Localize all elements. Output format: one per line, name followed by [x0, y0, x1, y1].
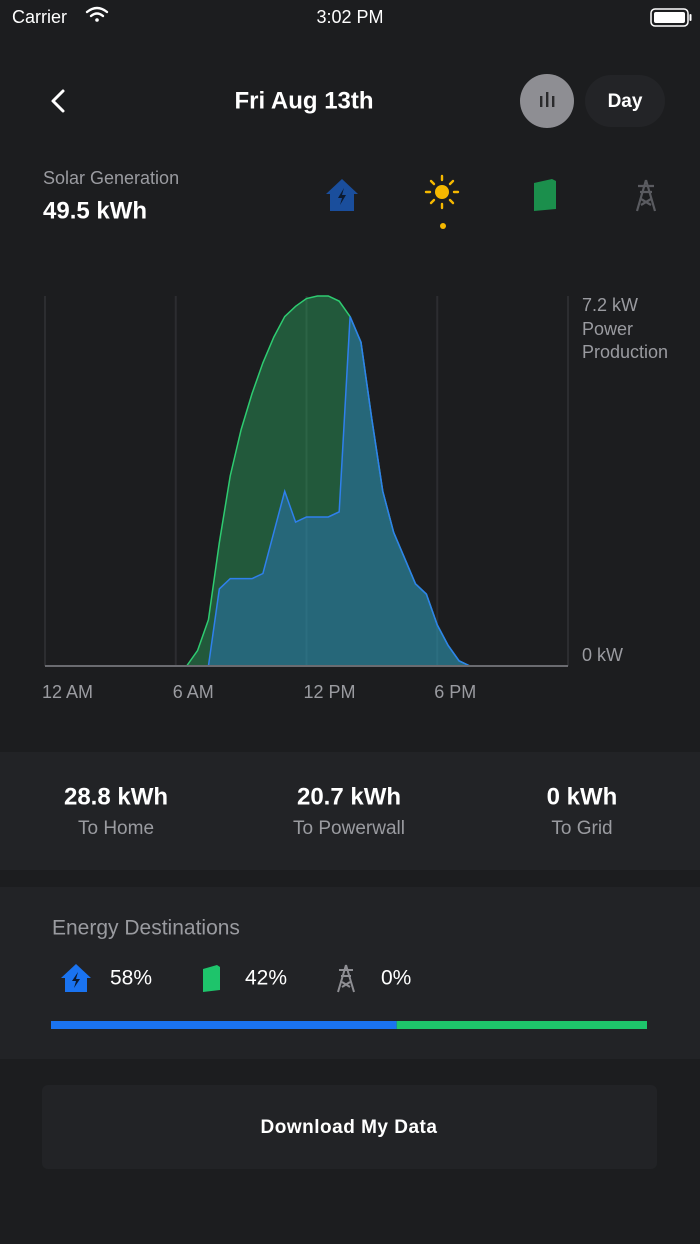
stats: 28.8 kWh To Home 20.7 kWh To Powerwall 0 kWh… — [64, 783, 617, 839]
destinations: 58% 42% 0% — [51, 967, 647, 1029]
destinations-panel — [0, 887, 700, 1059]
grid-icon — [337, 964, 355, 993]
destination-bar — [396, 1021, 647, 1029]
x-tick-label: 6 AM — [173, 682, 214, 702]
stat-label: To Grid — [551, 818, 612, 839]
area-line — [186, 316, 471, 667]
destination-bar — [51, 1021, 397, 1029]
destinations-title: Energy Destinations — [52, 917, 240, 940]
download-button[interactable] — [42, 1085, 657, 1169]
download-label[interactable]: Download My Data — [261, 1117, 438, 1138]
x-tick-label: 12 PM — [304, 682, 356, 702]
y-tick-label: 0 kW — [582, 645, 623, 665]
area-fill — [186, 316, 470, 666]
chart-toggle[interactable] — [520, 74, 574, 128]
destination-label: 0% — [381, 967, 411, 990]
stat-label: To Powerwall — [293, 818, 405, 839]
powerwall-icon — [203, 965, 220, 992]
summary-value: 49.5 kWh — [43, 197, 147, 224]
chart: 12 AM 6 AM 12 PM 6 PM 0 kW 7.2 kW Power Product… — [42, 295, 668, 702]
carrier: Carrier — [12, 7, 67, 27]
stats-panel — [0, 752, 700, 870]
x-tick-label: 6 PM — [434, 682, 476, 702]
battery-icon — [650, 8, 692, 27]
back-button[interactable] — [51, 89, 65, 113]
summary-label: Solar Generation — [43, 168, 179, 188]
header-title: Fri Aug 13th — [234, 87, 373, 114]
stat-label: To Home — [78, 818, 154, 839]
grid-filter[interactable] — [635, 179, 657, 212]
area-fill — [186, 296, 470, 666]
home-icon — [61, 964, 91, 992]
stat-value: 20.7 kWh — [297, 783, 401, 810]
wifi-icon — [85, 6, 109, 22]
destination-label: 42% — [245, 967, 287, 990]
range-pill[interactable] — [585, 75, 665, 127]
solar-filter[interactable] — [424, 174, 460, 229]
stat-value: 0 kWh — [547, 783, 618, 810]
clock: 3:02 PM — [316, 7, 383, 27]
powerwall-filter[interactable] — [534, 179, 556, 211]
range-label[interactable]: Day — [608, 91, 643, 112]
stat-value: 28.8 kWh — [64, 783, 168, 810]
x-tick-label: 12 AM — [42, 682, 93, 702]
destination-label: 58% — [110, 967, 152, 990]
home-filter[interactable] — [326, 179, 358, 211]
y-tick-label: 7.2 kW — [582, 295, 638, 315]
y-axis-label: Power Production — [582, 319, 668, 362]
